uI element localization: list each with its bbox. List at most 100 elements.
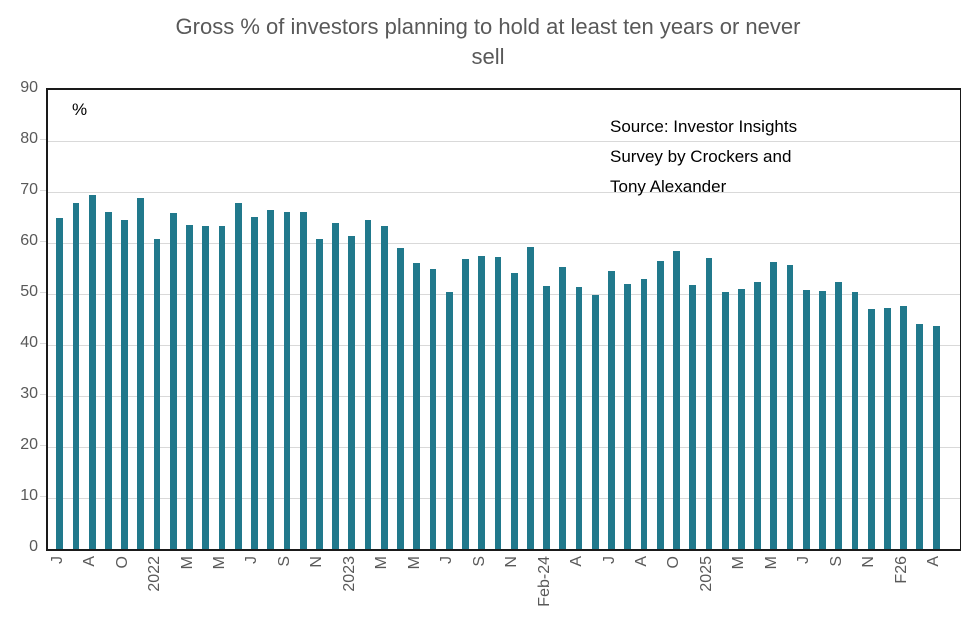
chart-title-line2: sell [471, 44, 505, 69]
bar [851, 291, 859, 549]
x-tick-label: J [795, 556, 813, 564]
bar [835, 281, 843, 549]
y-axis-unit-label: % [72, 100, 88, 119]
bar [900, 306, 908, 549]
bar [202, 226, 210, 549]
y-tick-mark [40, 190, 46, 191]
bar [137, 198, 145, 549]
x-tick-label: F26 [892, 556, 910, 584]
bar [591, 294, 599, 549]
gridline [48, 293, 960, 295]
plot-area [46, 88, 961, 551]
bar [153, 238, 161, 549]
gridline [48, 446, 960, 448]
bar [413, 262, 421, 549]
bar [380, 226, 388, 549]
y-tick-label: 10 [20, 487, 38, 504]
x-tick-label: 2025 [697, 556, 715, 592]
x-tick-label: M [730, 556, 748, 570]
y-tick-mark [40, 394, 46, 395]
bar [867, 309, 875, 549]
bar [770, 261, 778, 549]
x-tick-label: S [275, 556, 293, 567]
x-tick-label: M [762, 556, 780, 570]
bar [640, 278, 648, 549]
bar [462, 258, 469, 549]
bar [932, 326, 940, 549]
x-tick-label: Feb-24 [535, 556, 553, 607]
bar [673, 251, 680, 549]
bar [251, 217, 258, 549]
bar [445, 291, 453, 549]
bar [559, 267, 567, 549]
x-tick-label: M [178, 556, 196, 570]
y-tick-mark [40, 139, 46, 140]
x-tick-label: J [438, 556, 456, 564]
bar [510, 272, 518, 549]
y-tick-mark [40, 496, 46, 497]
bar [218, 226, 226, 549]
bar [299, 212, 307, 549]
x-tick-label: S [827, 556, 845, 567]
bar [819, 291, 826, 549]
y-tick-label: 0 [29, 538, 38, 555]
source-note: Source: Investor Insights Survey by Croc… [610, 112, 797, 202]
x-tick-label: N [503, 556, 521, 568]
bar [786, 264, 794, 549]
bar [705, 257, 713, 549]
x-tick-label: A [925, 556, 943, 567]
bar [737, 289, 745, 549]
y-tick-label: 80 [20, 130, 38, 147]
bar [56, 217, 64, 549]
bar [186, 225, 193, 549]
x-tick-label: N [860, 556, 878, 568]
bar [754, 281, 761, 549]
y-tick-label: 20 [20, 436, 38, 453]
bar [315, 238, 323, 549]
gridline [48, 191, 960, 193]
bar [624, 284, 632, 549]
y-tick-mark [40, 445, 46, 446]
y-tick-mark [40, 343, 46, 344]
source-note-line1: Source: Investor Insights [610, 117, 798, 136]
x-tick-label: O [113, 556, 131, 569]
bar [884, 308, 891, 549]
y-tick-label: 70 [20, 181, 38, 198]
bar [332, 223, 339, 549]
bar [429, 268, 437, 549]
y-tick-label: 30 [20, 385, 38, 402]
chart-title: Gross % of investors planning to hold at… [0, 12, 976, 72]
bar [283, 212, 291, 549]
x-tick-label: M [405, 556, 423, 570]
gridline [48, 242, 960, 244]
bar [608, 270, 615, 549]
bar [267, 209, 275, 549]
y-tick-mark [40, 241, 46, 242]
bar [88, 194, 96, 549]
x-tick-label: J [48, 556, 66, 564]
bar [397, 247, 404, 549]
bar [121, 220, 129, 549]
bar [348, 236, 356, 549]
gridline [48, 497, 960, 499]
bar [721, 291, 729, 549]
bar [543, 285, 550, 549]
x-tick-label: M [211, 556, 228, 570]
bar [169, 212, 177, 549]
bar [104, 212, 112, 549]
y-tick-label: 40 [20, 334, 38, 351]
y-tick-mark [40, 292, 46, 293]
x-tick-label: A [632, 556, 650, 567]
bar [802, 290, 810, 549]
x-tick-label: A [81, 556, 99, 567]
bar [364, 219, 372, 549]
bar [656, 261, 664, 549]
bar [689, 284, 697, 549]
x-tick-label: 2022 [146, 556, 164, 592]
x-tick-label: J [243, 556, 261, 564]
bar [494, 256, 502, 549]
x-tick-label: N [308, 556, 326, 568]
x-tick-label: 2023 [340, 556, 358, 592]
bar [916, 324, 924, 549]
